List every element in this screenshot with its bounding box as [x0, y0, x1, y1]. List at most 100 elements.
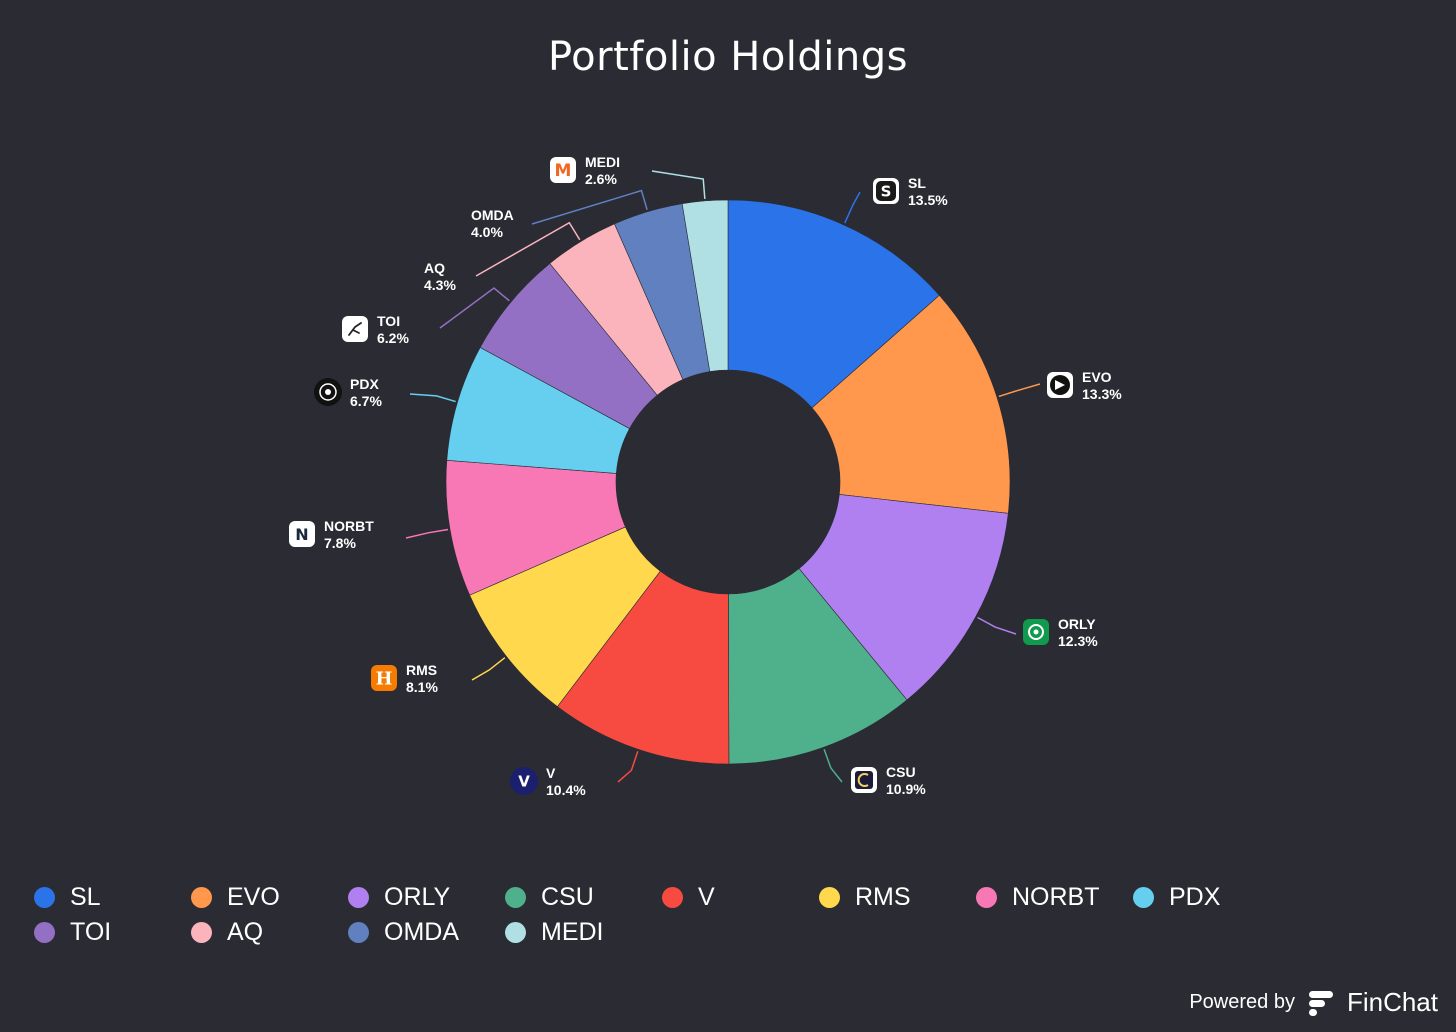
legend-swatch	[662, 886, 683, 908]
leader-line-rms	[471, 657, 506, 681]
legend-item-norbt[interactable]: NORBT	[976, 880, 1100, 914]
legend-label: CSU	[541, 882, 594, 911]
footer: Powered by FinChat	[1189, 987, 1438, 1018]
data-label-value: 7.8%	[324, 535, 356, 551]
leader-line-omda	[531, 189, 648, 225]
chart-title: Portfolio Holdings	[547, 34, 908, 80]
leader-line-v	[617, 751, 639, 783]
legend-swatch	[1133, 886, 1154, 908]
slice-csu[interactable]	[728, 568, 908, 765]
leader-line-aq	[475, 221, 581, 277]
pdx-logo-icon	[314, 378, 342, 406]
legend-label: SL	[70, 882, 101, 911]
v-logo-icon: V	[510, 767, 538, 795]
data-label-value: 8.1%	[406, 679, 438, 695]
legend-swatch	[191, 921, 212, 943]
rms-logo-icon: H	[371, 665, 397, 691]
legend-item-aq[interactable]: AQ	[191, 915, 263, 949]
data-label-name: AQ	[424, 260, 445, 276]
legend-swatch	[819, 886, 840, 908]
data-label-name: NORBT	[324, 518, 374, 534]
legend-item-csu[interactable]: CSU	[505, 880, 594, 914]
data-label-name: EVO	[1082, 369, 1112, 385]
leader-line-pdx	[409, 393, 456, 403]
legend-item-v[interactable]: V	[662, 880, 715, 914]
norbt-logo-icon: N	[289, 521, 315, 547]
powered-by-text: Powered by	[1189, 991, 1295, 1013]
data-label-value: 4.3%	[424, 277, 456, 293]
svg-text:N: N	[295, 525, 308, 544]
csu-logo-icon	[851, 767, 877, 793]
leader-line-norbt	[405, 528, 449, 539]
legend-label: ORLY	[384, 882, 451, 911]
legend-swatch	[348, 921, 369, 943]
legend-label: NORBT	[1012, 882, 1100, 911]
legend-item-omda[interactable]: OMDA	[348, 915, 459, 949]
brand-name: FinChat	[1346, 987, 1438, 1017]
legend-swatch	[976, 886, 997, 908]
toi-logo-icon	[342, 316, 368, 342]
sl-logo-icon: S	[873, 178, 899, 204]
legend-swatch	[191, 886, 212, 908]
data-label-name: OMDA	[471, 207, 514, 223]
finchat-logo-icon	[1308, 990, 1333, 1016]
slice-evo[interactable]	[811, 294, 1011, 514]
svg-text:S: S	[881, 182, 892, 200]
legend-swatch	[34, 886, 55, 908]
legend-label: AQ	[227, 917, 264, 946]
legend-swatch	[505, 886, 526, 908]
data-label-aq: AQ4.3%	[424, 260, 456, 293]
data-label-value: 6.2%	[377, 330, 409, 346]
data-label-name: PDX	[350, 376, 379, 392]
legend-item-rms[interactable]: RMS	[819, 880, 911, 914]
leader-line-csu	[823, 748, 843, 783]
medi-logo-icon: M	[550, 157, 576, 183]
data-label-v: V V10.4%	[510, 765, 586, 798]
leader-line-evo	[998, 383, 1041, 398]
legend-item-orly[interactable]: ORLY	[348, 880, 450, 914]
orly-logo-icon	[1023, 619, 1049, 645]
legend-label: MEDI	[541, 917, 604, 946]
data-label-value: 10.4%	[546, 782, 586, 798]
svg-text:H: H	[375, 668, 392, 689]
slice-sl[interactable]	[727, 199, 940, 409]
leader-line-sl	[844, 191, 861, 224]
legend-label: V	[698, 882, 715, 911]
data-label-name: TOI	[377, 313, 400, 329]
legend-label: TOI	[70, 917, 112, 946]
evo-logo-icon	[1047, 372, 1073, 398]
data-label-name: SL	[908, 175, 926, 191]
legend-label: OMDA	[384, 917, 459, 946]
legend-label: RMS	[855, 882, 911, 911]
legend-swatch	[505, 921, 526, 943]
data-label-name: ORLY	[1058, 616, 1096, 632]
legend-swatch	[34, 921, 55, 943]
data-label-value: 6.7%	[350, 393, 382, 409]
leader-line-orly	[977, 616, 1017, 635]
data-label-name: CSU	[886, 764, 916, 780]
data-label-value: 13.3%	[1082, 386, 1122, 402]
legend-item-pdx[interactable]: PDX	[1133, 880, 1220, 914]
legend-item-toi[interactable]: TOI	[34, 915, 111, 949]
legend-label: EVO	[227, 882, 280, 911]
leader-line-toi	[439, 287, 510, 329]
data-label-name: RMS	[406, 662, 437, 678]
legend-item-evo[interactable]: EVO	[191, 880, 280, 914]
svg-text:V: V	[518, 772, 530, 790]
legend-item-sl[interactable]: SL	[34, 880, 101, 914]
slice-medi[interactable]	[681, 199, 729, 372]
data-label-value: 12.3%	[1058, 633, 1098, 649]
legend-item-medi[interactable]: MEDI	[505, 915, 604, 949]
slice-orly[interactable]	[798, 494, 1009, 701]
data-label-name: V	[546, 765, 556, 781]
slice-v[interactable]	[556, 570, 730, 765]
